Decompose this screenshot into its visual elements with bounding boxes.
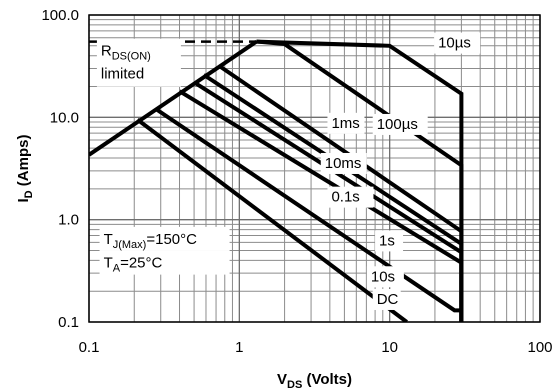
plot-frame [88, 14, 541, 323]
annotation-bg [327, 112, 365, 134]
x-tick-label: 100 [527, 339, 552, 356]
rds-on-limit-line [89, 39, 258, 157]
x-axis-title: VDS (Volts) [277, 371, 352, 391]
annotation-bg [375, 230, 404, 252]
annotation-bg [327, 186, 374, 208]
y-tick-label: 1.0 [58, 212, 79, 229]
y-tick-label: 10.0 [50, 109, 79, 126]
x-tick-label: 1 [235, 339, 243, 356]
annotation-l01s: 0.1s [331, 189, 359, 206]
y-tick-label: 100.0 [41, 7, 79, 24]
x-tick-label: 0.1 [79, 339, 100, 356]
annotation-l1s: 1s [379, 232, 395, 249]
series-group [89, 39, 464, 322]
y-axis-title: ID (Amps) [15, 135, 35, 203]
series-line-10s [155, 107, 464, 322]
annotation-bg [99, 250, 230, 275]
y-tick-label: 0.1 [58, 314, 79, 331]
series-line-10s [256, 39, 464, 322]
annotation-rds-limited: limited [101, 66, 144, 83]
annotation-bg [372, 288, 401, 310]
annotation-l10us: 10µs [438, 35, 471, 52]
annotation-l10s: 10s [371, 268, 395, 285]
annotation-ldc: DC [377, 291, 399, 308]
annotation-bg [366, 266, 404, 288]
annotation-tj: TJ(Max)=150°C [104, 231, 198, 251]
x-tick-label: 10 [381, 339, 398, 356]
annotation-ta: TA=25°C [104, 255, 163, 275]
series-line-100s [256, 39, 464, 322]
annotation-bg [434, 32, 481, 54]
series-line-1s [178, 89, 464, 322]
annotation-rds: RDS(ON) [101, 43, 151, 63]
annotation-l10ms: 10ms [325, 155, 362, 172]
annotation-l1ms: 1ms [331, 115, 359, 132]
annotation-l100us: 100µs [377, 116, 418, 133]
series-line-DC [136, 118, 408, 322]
annotation-bg [96, 38, 181, 87]
annotation-bg [320, 152, 367, 174]
annotation-bg [99, 226, 230, 251]
annotation-bg [372, 113, 428, 135]
